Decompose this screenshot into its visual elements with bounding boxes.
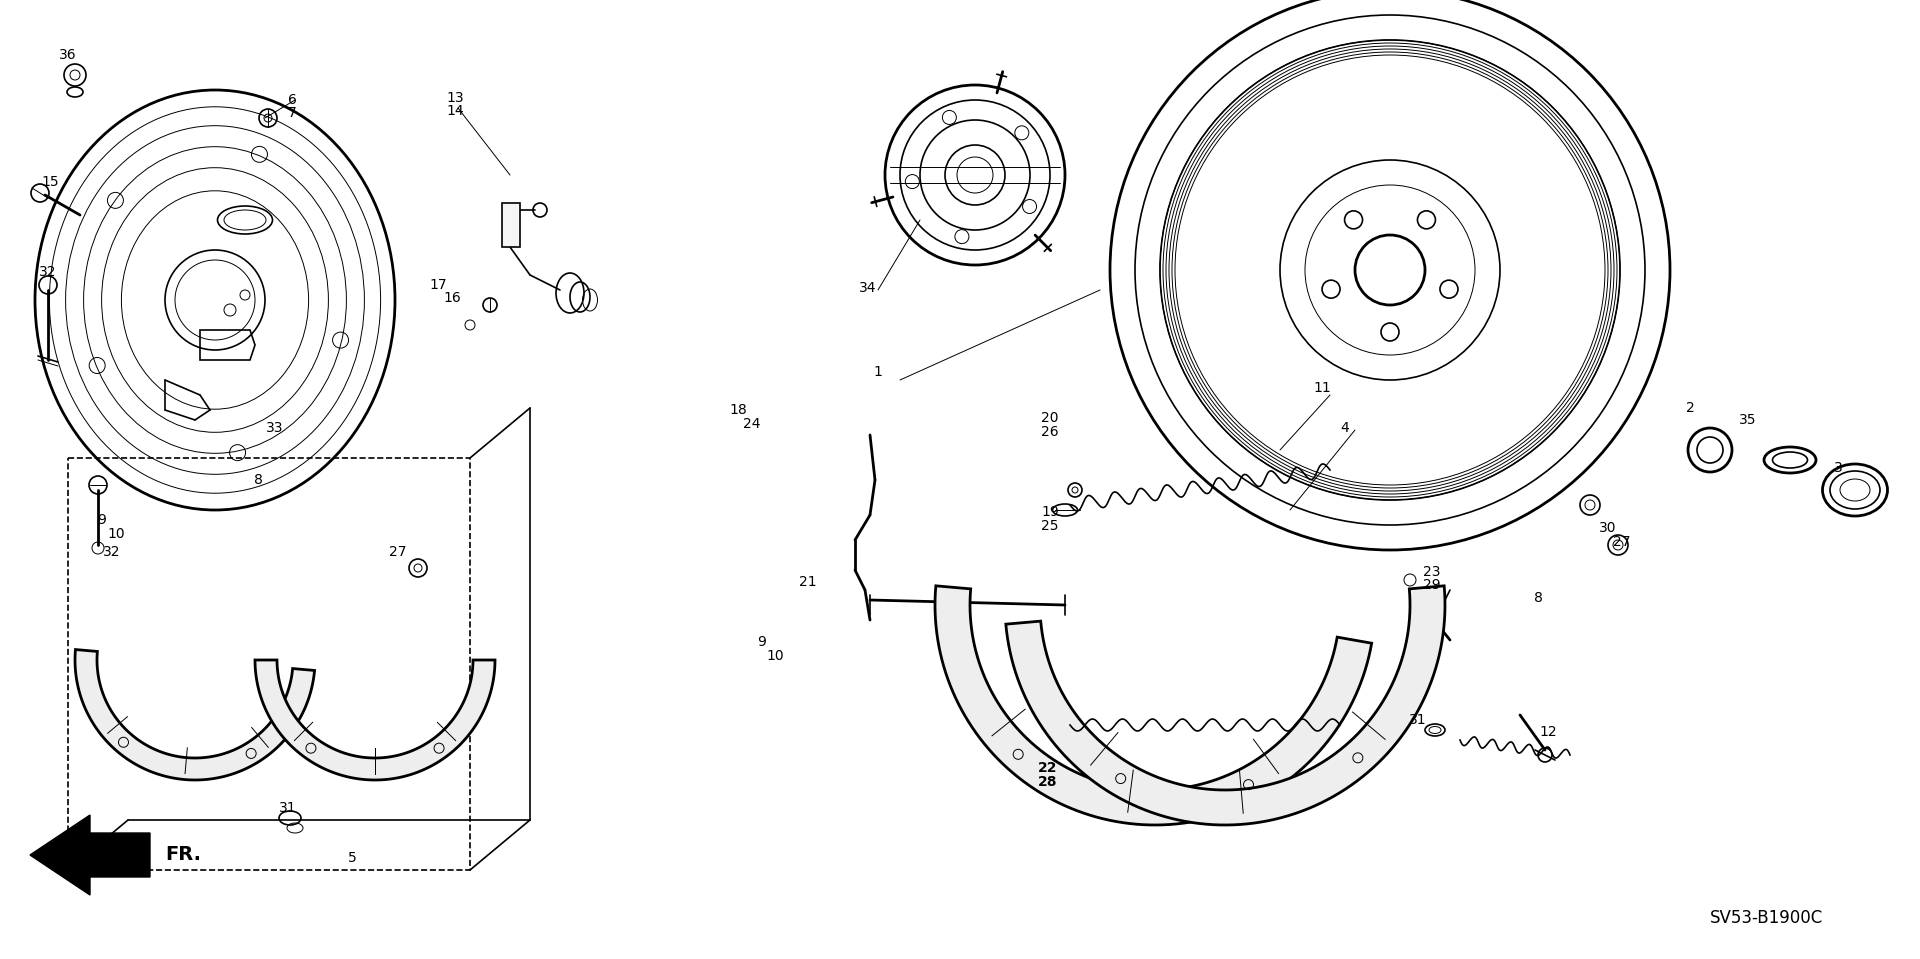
Polygon shape — [1006, 586, 1446, 825]
Text: 29: 29 — [1423, 578, 1440, 592]
Text: 18: 18 — [730, 403, 747, 417]
Text: 4: 4 — [1340, 421, 1350, 435]
Text: SV53-B1900C: SV53-B1900C — [1711, 909, 1824, 927]
Text: 7: 7 — [288, 106, 296, 120]
Text: 3: 3 — [1834, 461, 1843, 475]
Text: 20: 20 — [1041, 411, 1058, 425]
Text: 35: 35 — [1740, 413, 1757, 427]
Text: 31: 31 — [278, 801, 298, 815]
Text: 10: 10 — [108, 527, 125, 541]
Text: 8: 8 — [1534, 591, 1542, 605]
Text: 32: 32 — [38, 265, 58, 279]
Text: 9: 9 — [758, 635, 766, 649]
Text: 28: 28 — [1039, 775, 1058, 789]
Text: 16: 16 — [444, 291, 461, 305]
Text: 6: 6 — [288, 93, 296, 107]
Text: 2: 2 — [1686, 401, 1693, 415]
Text: 15: 15 — [40, 175, 60, 189]
Text: 33: 33 — [267, 421, 284, 435]
Text: 17: 17 — [430, 278, 447, 292]
Text: 34: 34 — [860, 281, 877, 295]
Text: 1: 1 — [874, 365, 883, 379]
Polygon shape — [255, 660, 495, 780]
Text: 26: 26 — [1041, 425, 1058, 439]
Polygon shape — [31, 815, 150, 895]
Text: 36: 36 — [60, 48, 77, 62]
Polygon shape — [935, 586, 1371, 825]
Text: 27: 27 — [390, 545, 407, 559]
Text: 21: 21 — [799, 575, 816, 589]
Text: 32: 32 — [104, 545, 121, 559]
Text: 14: 14 — [445, 104, 465, 118]
Text: 23: 23 — [1423, 565, 1440, 579]
Bar — [67, 458, 470, 870]
Text: 24: 24 — [743, 417, 760, 431]
Text: 22: 22 — [1039, 761, 1058, 775]
Text: 31: 31 — [1409, 713, 1427, 727]
Text: 11: 11 — [1313, 381, 1331, 395]
Text: 25: 25 — [1041, 519, 1058, 533]
Polygon shape — [75, 649, 315, 780]
Text: FR.: FR. — [165, 846, 202, 864]
Text: 13: 13 — [445, 91, 465, 105]
Text: 19: 19 — [1041, 505, 1058, 519]
Bar — [501, 203, 520, 247]
Text: 12: 12 — [1540, 725, 1557, 739]
Text: 5: 5 — [348, 851, 357, 865]
Text: 30: 30 — [1599, 521, 1617, 535]
Text: 10: 10 — [766, 649, 783, 663]
Text: 8: 8 — [253, 473, 263, 487]
Text: 27: 27 — [1613, 535, 1630, 549]
Text: 9: 9 — [98, 513, 106, 527]
